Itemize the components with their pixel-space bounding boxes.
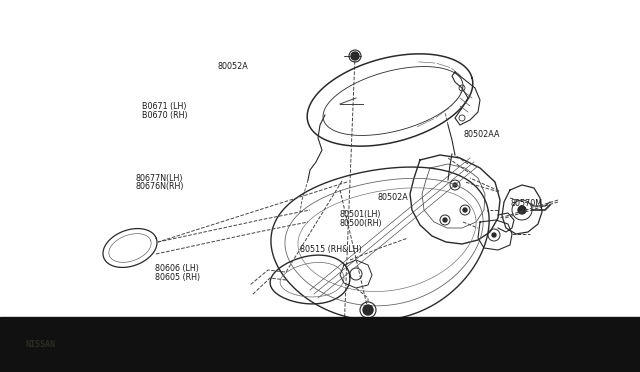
Text: B0670 (RH): B0670 (RH) — [142, 111, 188, 120]
Text: B0671 (LH): B0671 (LH) — [142, 102, 187, 111]
Text: 80500(RH): 80500(RH) — [339, 219, 382, 228]
Bar — [0, 317, 640, 372]
Text: 80570M: 80570M — [511, 199, 543, 208]
Circle shape — [363, 305, 373, 315]
Text: 80515 (RH&LH): 80515 (RH&LH) — [300, 246, 361, 254]
Circle shape — [453, 183, 457, 187]
Circle shape — [443, 218, 447, 222]
Text: 80502A: 80502A — [378, 193, 408, 202]
Text: 80676N(RH): 80676N(RH) — [136, 182, 184, 191]
Text: 08911-1062G: 08911-1062G — [344, 320, 399, 329]
Circle shape — [351, 52, 359, 60]
Text: NISSAN: NISSAN — [25, 340, 55, 349]
Circle shape — [492, 233, 496, 237]
Text: 80605 (RH): 80605 (RH) — [155, 273, 200, 282]
Circle shape — [518, 206, 526, 214]
Text: 80052A: 80052A — [218, 62, 248, 71]
Circle shape — [463, 208, 467, 212]
Text: 80677N(LH): 80677N(LH) — [136, 174, 183, 183]
Text: 80501(LH): 80501(LH) — [339, 210, 381, 219]
Text: 80502AA: 80502AA — [463, 130, 500, 139]
Text: 80606 (LH): 80606 (LH) — [155, 264, 199, 273]
